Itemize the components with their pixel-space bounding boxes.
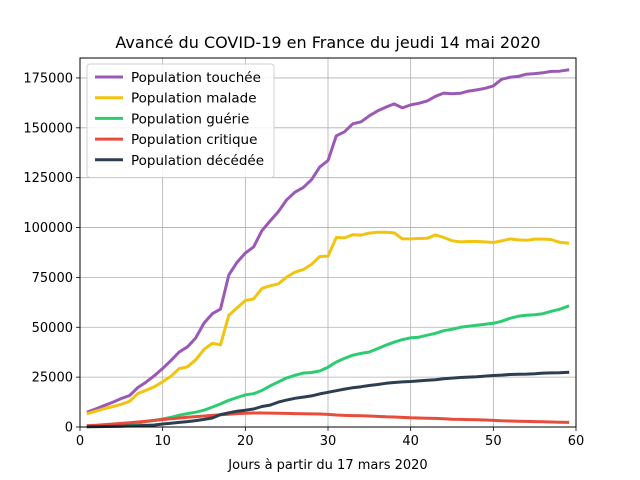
y-tick-label: 100000 xyxy=(23,221,73,236)
y-tick-label: 175000 xyxy=(23,71,73,86)
y-tick-label: 125000 xyxy=(23,171,73,186)
x-tick-label: 10 xyxy=(154,434,171,449)
x-tick-label: 50 xyxy=(485,434,502,449)
axis-ticks: 0 10 20 30 40 50 60 0 25000 50000 75000 100000 12500… xyxy=(23,71,584,449)
y-tick-label: 75000 xyxy=(32,271,73,286)
x-tick-label: 60 xyxy=(568,434,585,449)
series-group xyxy=(86,68,570,429)
y-tick-label: 25000 xyxy=(32,371,73,386)
legend-label: Population décédée xyxy=(131,153,264,169)
legend-label: Population guérie xyxy=(131,111,249,127)
y-tick-label: 50000 xyxy=(32,321,73,336)
x-tick-label: 20 xyxy=(237,434,254,449)
legend-label: Population critique xyxy=(131,132,257,148)
x-tick-label: 40 xyxy=(402,434,419,449)
series-line-4 xyxy=(86,411,570,428)
series-line-2 xyxy=(86,230,570,416)
legend-box xyxy=(86,63,275,178)
legend-label: Population malade xyxy=(131,91,257,107)
x-tick-label: 30 xyxy=(320,434,337,449)
legend: Population touchée Population malade Popul… xyxy=(86,63,275,178)
y-tick-label: 150000 xyxy=(23,121,73,136)
y-tick-label: 0 xyxy=(65,421,73,436)
legend-label: Population touchée xyxy=(131,70,261,86)
chart-title: Avancé du COVID-19 en France du jeudi 14… xyxy=(115,33,540,52)
series-line-1 xyxy=(86,68,570,414)
x-tick-label: 0 xyxy=(76,434,84,449)
x-axis-label: Jours à partir du 17 mars 2020 xyxy=(227,458,427,473)
series-line-5 xyxy=(86,370,570,429)
